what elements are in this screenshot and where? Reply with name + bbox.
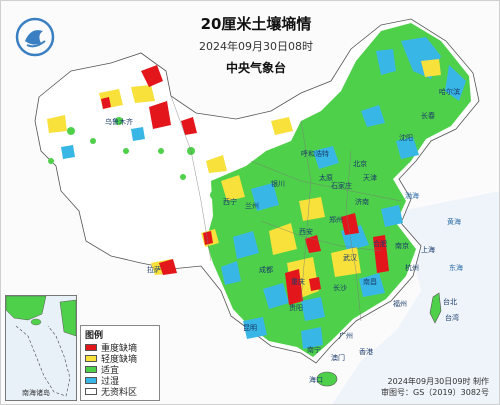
place-label-hefei: 合肥 <box>373 240 387 248</box>
place-label-macau: 澳门 <box>331 354 345 362</box>
legend-swatch <box>85 388 97 395</box>
sea-label-bohai: 渤海 <box>405 192 419 200</box>
legend-item-no-data: 无资料区 <box>81 386 159 398</box>
legend-label: 适宜 <box>101 366 120 376</box>
place-label-hohhot: 呼和浩特 <box>301 150 329 158</box>
place-label-shijiazhuang: 石家庄 <box>331 182 352 190</box>
legend: 图例 重度缺墒 轻度缺墒 适宜 过湿 无资料区 <box>80 325 160 401</box>
place-label-harbin: 哈尔滨 <box>439 88 460 96</box>
legend-swatch <box>85 344 97 351</box>
sea-label-east: 东海 <box>449 264 463 272</box>
legend-label: 轻度缺墒 <box>101 355 138 365</box>
cma-logo-icon <box>15 17 55 57</box>
place-label-changchun: 长春 <box>421 112 435 120</box>
map-footer: 2024年09月30日09时 制作 审图号：GS（2019）3082号 <box>381 376 489 398</box>
place-label-taiyuan: 太原 <box>319 174 333 182</box>
place-label-hangzhou: 杭州 <box>405 264 419 272</box>
inset-label: 南海诸岛 <box>22 389 50 397</box>
region-label-taiwan: 台湾 <box>445 314 459 322</box>
place-label-zhengzhou: 郑州 <box>329 216 343 224</box>
made-time: 2024年09月30日09时 制作 <box>387 377 489 386</box>
legend-title: 图例 <box>85 331 104 341</box>
legend-item-wet: 过湿 <box>81 375 159 387</box>
sea-label-yellow: 黄海 <box>447 218 461 226</box>
place-label-urumqi: 乌鲁木齐 <box>105 118 133 126</box>
sea-area <box>332 191 499 404</box>
suitable-zone <box>206 23 471 357</box>
legend-swatch <box>85 377 97 384</box>
place-label-haikou: 海口 <box>309 376 323 384</box>
heavy-drought-zones <box>101 65 389 305</box>
place-label-chongqing: 重庆 <box>291 278 305 286</box>
place-label-changsha: 长沙 <box>333 284 347 292</box>
scattered-spots <box>48 117 220 200</box>
map-title: 20厘米土壤墒情 <box>200 15 312 33</box>
map-datetime: 2024年09月30日08时 <box>199 40 313 53</box>
legend-item-heavy-drought: 重度缺墒 <box>81 342 159 354</box>
place-label-chengdu: 成都 <box>259 266 273 274</box>
taiwan-island <box>429 292 442 324</box>
place-label-nanning: 南宁 <box>307 346 321 354</box>
hainan-island <box>316 371 338 387</box>
place-label-lanzhou: 兰州 <box>245 202 259 210</box>
place-label-nanchang: 南昌 <box>363 278 377 286</box>
inset-map-svg <box>6 296 76 397</box>
place-label-wuhan: 武汉 <box>343 254 357 262</box>
place-label-jinan: 济南 <box>355 198 369 206</box>
place-label-hongkong: 香港 <box>359 348 373 356</box>
map-agency: 中央气象台 <box>225 61 286 75</box>
south-china-sea-inset: 南海诸岛 <box>5 295 77 401</box>
place-label-nanjing: 南京 <box>395 242 409 250</box>
place-label-guangzhou: 广州 <box>339 332 353 340</box>
place-label-lhasa: 拉萨 <box>147 266 161 274</box>
wet-zones <box>61 37 466 349</box>
map-title-block: 20厘米土壤墒情 2024年09月30日08时 中央气象台 <box>151 15 361 76</box>
place-label-shenyang: 沈阳 <box>399 134 413 142</box>
legend-swatch <box>85 366 97 373</box>
legend-label: 过湿 <box>101 377 120 387</box>
place-label-guiyang: 贵阳 <box>289 304 303 312</box>
province-boundaries <box>170 95 402 322</box>
place-label-taipei: 台北 <box>443 298 457 306</box>
place-label-yinchuan: 银川 <box>271 180 285 188</box>
place-label-xian: 西安 <box>299 228 313 236</box>
place-label-shanghai: 上海 <box>421 246 435 254</box>
legend-swatch <box>85 355 97 362</box>
place-label-tianjin: 天津 <box>363 174 377 182</box>
place-label-beijing: 北京 <box>353 160 367 168</box>
place-label-xining: 西宁 <box>223 198 237 206</box>
place-label-fuzhou: 福州 <box>393 300 407 308</box>
legend-item-suitable: 适宜 <box>81 364 159 376</box>
legend-item-light-drought: 轻度缺墒 <box>81 353 159 365</box>
legend-label: 无资料区 <box>101 388 138 398</box>
legend-label: 重度缺墒 <box>101 344 138 354</box>
approval-number: 审图号：GS（2019）3082号 <box>381 388 489 397</box>
place-label-kunming: 昆明 <box>243 324 257 332</box>
